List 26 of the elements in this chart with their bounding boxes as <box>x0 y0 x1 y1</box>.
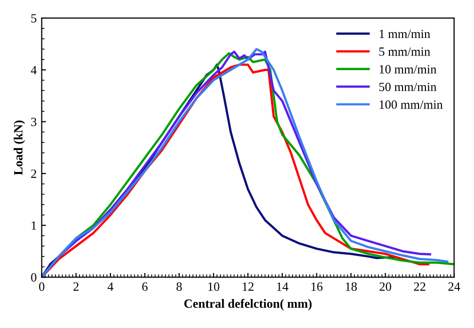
y-tick-label: 2 <box>31 170 36 178</box>
x-tick-label: 2 <box>74 282 79 291</box>
x-tick-label: 24 <box>448 282 460 291</box>
y-tick-label: 4 <box>30 66 37 74</box>
legend-label: 50 mm/min <box>379 82 436 92</box>
y-axis-title: Load (kN) <box>14 120 26 175</box>
x-tick-label: 4 <box>108 282 114 291</box>
x-tick-label: 12 <box>242 282 254 291</box>
x-tick-label: 18 <box>346 282 357 291</box>
legend-label: 100 mm/min <box>380 100 443 109</box>
legend-label: 10 mm/min <box>380 65 436 74</box>
y-tick-label: 3 <box>31 118 36 126</box>
x-tick-label: 20 <box>380 282 392 291</box>
x-tick-label: 0 <box>39 282 44 291</box>
x-tick-label: 22 <box>414 282 426 291</box>
x-axis-title: Central defelction( mm) <box>184 298 312 310</box>
y-tick-label: 0 <box>31 273 36 282</box>
x-tick-label: 6 <box>142 282 148 291</box>
x-tick-label: 16 <box>311 282 323 291</box>
x-tick-label: 8 <box>176 282 182 291</box>
y-tick-label: 5 <box>31 14 36 22</box>
x-tick-label: 14 <box>277 282 288 291</box>
legend-label: 1 mm/min <box>380 30 430 38</box>
x-tick-label: 10 <box>208 282 220 291</box>
legend-label: 5 mm/min <box>379 47 430 56</box>
y-tick-label: 1 <box>32 221 36 230</box>
